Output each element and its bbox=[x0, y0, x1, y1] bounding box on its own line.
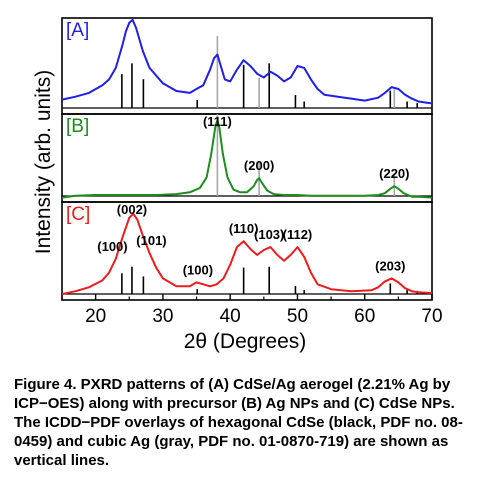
peak-label: (103) bbox=[254, 227, 284, 242]
y-axis-title: Intensity (arb. units) bbox=[32, 70, 55, 254]
x-tick-label: 20 bbox=[85, 306, 106, 327]
panel-2: [B] (111) (200) (220) bbox=[61, 113, 433, 203]
figure-caption: Figure 4. PXRD patterns of (A) CdSe/Ag a… bbox=[14, 376, 463, 469]
panel-1: [A] bbox=[61, 17, 433, 115]
x-axis-title: 2θ (Degrees) bbox=[184, 330, 307, 353]
peak-label: (110) bbox=[229, 221, 259, 236]
peak-label: (203) bbox=[375, 258, 405, 273]
peak-label: (002) bbox=[117, 202, 147, 217]
x-tick-label: 50 bbox=[287, 306, 308, 327]
peak-label: (100) bbox=[97, 239, 127, 254]
panel-label: [B] bbox=[66, 116, 89, 137]
pxrd-figure: Intensity (arb. units) [A] [B] (111) (200) (… bbox=[32, 17, 443, 353]
panel-frame bbox=[61, 17, 433, 115]
panel-label: [A] bbox=[66, 20, 89, 41]
peak-label: (101) bbox=[136, 233, 166, 248]
x-tick-label: 60 bbox=[354, 306, 375, 327]
xrd-curve bbox=[61, 18, 433, 105]
peak-label: (111) bbox=[203, 114, 232, 129]
panel-3: [C] (100) (002) (101) (100) (110)(103)(112) (2… bbox=[61, 201, 433, 301]
panel-label: [C] bbox=[66, 204, 90, 225]
xrd-curve bbox=[61, 119, 433, 199]
x-axis: 20 30 40 50 60 70 bbox=[61, 294, 443, 327]
peak-label: (220) bbox=[379, 166, 409, 181]
peak-label: (200) bbox=[244, 158, 274, 173]
x-tick-label: 40 bbox=[220, 306, 241, 327]
x-tick-label: 30 bbox=[152, 306, 173, 327]
peak-label: (112) bbox=[283, 227, 313, 242]
panels: [A] [B] (111) (200) (220) [C] (100) (002) (101) (… bbox=[61, 17, 433, 301]
peak-label: (100) bbox=[183, 262, 213, 277]
panel-frame bbox=[61, 201, 433, 301]
xrd-curve bbox=[61, 212, 433, 296]
x-tick-label: 70 bbox=[421, 306, 442, 327]
